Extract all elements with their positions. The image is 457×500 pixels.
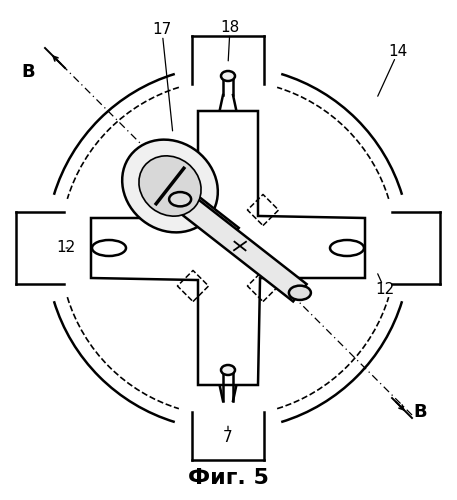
Text: 14: 14 (388, 44, 408, 60)
Text: Фиг. 5: Фиг. 5 (187, 468, 268, 488)
Ellipse shape (330, 240, 364, 256)
Text: 12: 12 (375, 282, 395, 298)
Polygon shape (91, 111, 365, 385)
Text: 7: 7 (223, 430, 233, 446)
Text: В: В (21, 63, 35, 81)
Polygon shape (173, 190, 307, 302)
Text: 17: 17 (152, 22, 172, 38)
Ellipse shape (289, 286, 311, 300)
Ellipse shape (169, 192, 191, 206)
Text: 12: 12 (56, 240, 75, 256)
Ellipse shape (221, 71, 235, 81)
Text: В: В (413, 403, 427, 421)
Polygon shape (180, 191, 239, 242)
Ellipse shape (122, 140, 218, 232)
Ellipse shape (139, 156, 201, 216)
Text: 18: 18 (220, 20, 239, 36)
Ellipse shape (92, 240, 126, 256)
Ellipse shape (221, 365, 235, 375)
